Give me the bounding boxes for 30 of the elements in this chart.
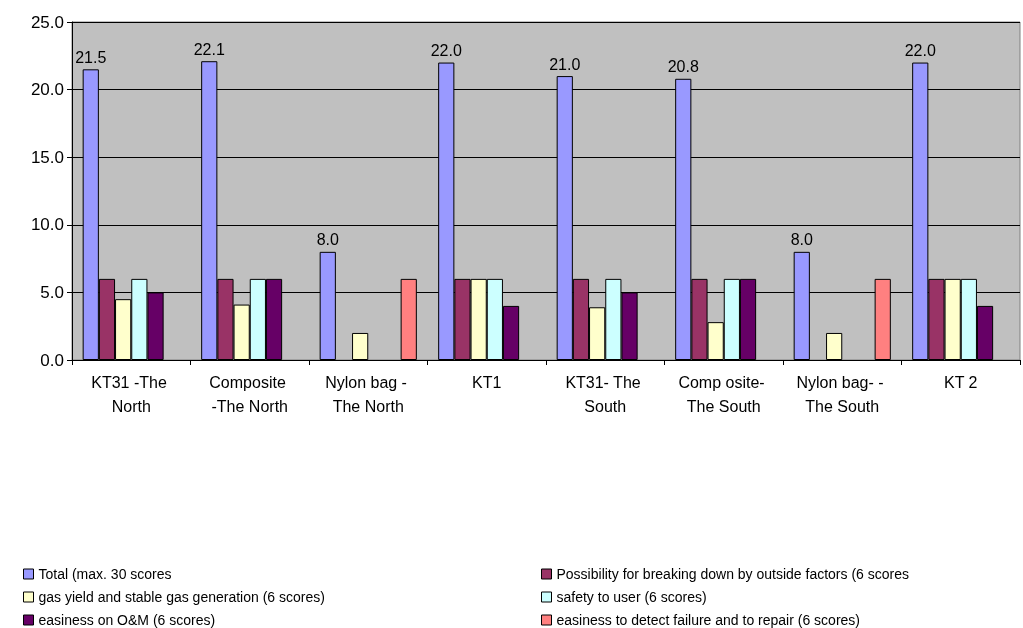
data-label: 8.0 — [316, 231, 339, 249]
y-tick-label: 5.0 — [40, 282, 64, 302]
y-tick-label: 10.0 — [30, 215, 64, 235]
y-tick-label: 15.0 — [30, 147, 64, 167]
y-tick-label: 0.0 — [40, 350, 64, 370]
x-tick-label: KT31- The South — [565, 373, 646, 415]
x-tick-label: Nylon bag- - The South — [796, 373, 889, 415]
x-tick-label: KT31 -The North — [91, 373, 172, 415]
y-tick-label: 20.0 — [30, 80, 64, 100]
data-label: 21.5 — [75, 48, 107, 66]
x-tick-label: Composite -The North — [209, 373, 291, 415]
x-tick-label: Nylon bag - The North — [325, 373, 412, 415]
data-label: 22.1 — [193, 40, 225, 58]
legend-label: safety to user (6 scores) — [556, 589, 707, 605]
legend-label: easiness to detect failure and to repair (6 scores) — [556, 612, 860, 628]
bar — [826, 332, 843, 360]
data-label: 22.0 — [904, 42, 936, 60]
x-tick-label: KT1 — [472, 373, 502, 391]
legend-label: gas yield and stable gas generation (6 scores) — [38, 589, 325, 605]
legend-label: easiness on O&M (6 scores) — [38, 612, 216, 628]
y-tick-label: 25.0 — [30, 12, 64, 32]
legend-label: Total (max. 30 scores — [38, 566, 172, 582]
x-tick-label: KT 2 — [944, 373, 978, 391]
legend-label: Possibility for breaking down by outside factors (6 scores — [556, 566, 909, 582]
x-tick-label: Comp osite- The South — [678, 373, 770, 415]
data-label: 21.0 — [549, 55, 581, 73]
data-label: 8.0 — [790, 231, 813, 249]
data-label: 22.0 — [430, 42, 462, 60]
data-label: 20.8 — [667, 58, 699, 76]
bar — [352, 332, 369, 360]
